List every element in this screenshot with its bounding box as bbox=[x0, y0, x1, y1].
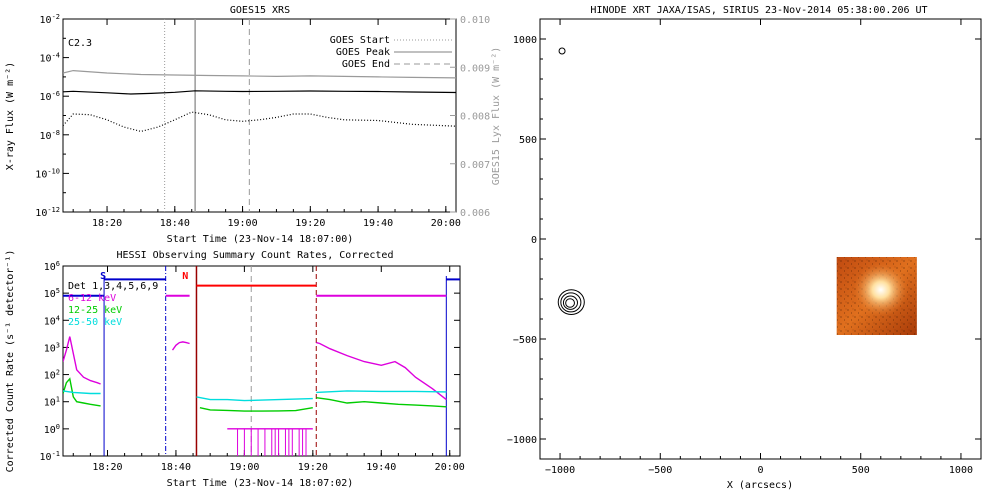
xrt-x-tick-label-0: −1000 bbox=[545, 465, 575, 476]
goes-series bbox=[63, 69, 456, 133]
xrt-y-tick-label-2: 0 bbox=[531, 235, 537, 246]
hessi-y-tick-label-7: 106 bbox=[44, 260, 60, 273]
hessi-plot-frame bbox=[62, 265, 461, 457]
xrt-ticks: −1000 −500 0 500 1000 1000 500 0 −500 −1000 bbox=[507, 19, 981, 476]
hessi-y-tick-label-6: 105 bbox=[44, 287, 60, 300]
hessi-series-7 bbox=[196, 396, 313, 402]
hessi-series-0 bbox=[63, 336, 101, 385]
hessi-y-tick-label-1: 100 bbox=[44, 423, 60, 436]
hessi-x-tick-label-4: 19:40 bbox=[366, 462, 396, 473]
hessi-x-tick-label-0: 18:20 bbox=[92, 462, 122, 473]
xrt-x-tick-label-1: −500 bbox=[648, 465, 672, 476]
xrt-contours bbox=[557, 289, 585, 315]
goes-panel: GOES15 XRS 18:20 18:40 19:00 19:20 19:40 20:0… bbox=[5, 5, 502, 245]
hessi-legend-12-25: 12-25 keV bbox=[68, 305, 122, 316]
goes-y-tick-label-1: 10-10 bbox=[35, 167, 60, 180]
xrt-panel: HINODE XRT JAXA/ISAS, SIRIUS 23-Nov-2014… bbox=[507, 5, 982, 491]
xrt-x-label: X (arcsecs) bbox=[727, 480, 793, 491]
xrt-contour-0 bbox=[565, 298, 575, 308]
goes-x-ticks: 18:20 18:40 19:00 19:20 19:40 20:00 bbox=[72, 19, 461, 229]
hessi-legend-25-50: 25-50 keV bbox=[68, 317, 122, 328]
hessi-series-1 bbox=[171, 341, 190, 351]
goes-series-gray bbox=[63, 69, 456, 79]
hessi-y-tick-label-5: 104 bbox=[44, 314, 60, 327]
hessi-series bbox=[63, 278, 460, 456]
goes-x-tick-label-2: 19:00 bbox=[228, 218, 258, 229]
hessi-series-5 bbox=[316, 397, 447, 408]
hessi-series-6 bbox=[63, 390, 101, 395]
hessi-event-markers bbox=[103, 266, 447, 456]
goes-x-label: Start Time (23-Nov-14 18:07:00) bbox=[167, 234, 354, 245]
goes-y-tick-label-4: 10-4 bbox=[40, 52, 60, 65]
goes-y-ticks: 10-12 10-10 10-8 10-6 10-4 10-2 bbox=[35, 13, 69, 219]
goes-plot-frame bbox=[62, 18, 457, 213]
goes-event-markers bbox=[164, 19, 250, 212]
xrt-y-tick-label-0: 1000 bbox=[513, 35, 537, 46]
hessi-legend-det: Det 1,3,4,5,6,9 bbox=[68, 281, 158, 292]
hessi-series-3 bbox=[63, 377, 101, 407]
xrt-y-tick-label-4: −1000 bbox=[507, 435, 537, 446]
hessi-y-ticks: 10-1 100 101 102 103 104 105 106 bbox=[40, 260, 460, 463]
goes-y-right-label: GOES15 Lyx Flux (W m⁻²) bbox=[491, 47, 502, 185]
xrt-contour-3 bbox=[557, 289, 585, 315]
goes-right-tick-label-3: 0.009 bbox=[460, 63, 490, 74]
goes-right-tick-label-2: 0.008 bbox=[460, 112, 490, 123]
goes-x-tick-label-0: 18:20 bbox=[92, 218, 122, 229]
hessi-panel: HESSI Observing Summary Count Rates, Cor… bbox=[5, 250, 465, 489]
hessi-y-tick-label-3: 102 bbox=[44, 369, 60, 382]
goes-title: GOES15 XRS bbox=[230, 5, 290, 16]
xrt-plot-frame bbox=[539, 18, 982, 460]
goes-x-tick-label-4: 19:40 bbox=[363, 218, 393, 229]
xrt-y-tick-label-1: 500 bbox=[519, 135, 537, 146]
xrt-x-tick-label-2: 0 bbox=[757, 465, 763, 476]
hessi-series-4 bbox=[199, 407, 313, 412]
hessi-x-tick-label-5: 20:00 bbox=[435, 462, 465, 473]
xrt-contour-2 bbox=[560, 292, 582, 313]
goes-legend-start-label: GOES Start bbox=[330, 35, 390, 46]
goes-y-tick-label-5: 10-2 bbox=[40, 13, 60, 26]
hessi-x-label: Start Time (23-Nov-14 18:07:02) bbox=[167, 478, 354, 489]
xrt-x-tick-label-4: 1000 bbox=[949, 465, 973, 476]
xrt-y-tick-label-3: −500 bbox=[513, 335, 537, 346]
hessi-series-2 bbox=[316, 341, 447, 401]
xrt-small-marker bbox=[558, 47, 566, 55]
hessi-y-tick-label-0: 10-1 bbox=[40, 450, 60, 463]
goes-class-label: C2.3 bbox=[68, 38, 92, 49]
hessi-annotation-1: N bbox=[182, 271, 188, 282]
hessi-x-ticks: 18:20 18:40 19:00 19:20 19:40 20:00 bbox=[72, 266, 465, 473]
goes-legend-peak-label: GOES Peak bbox=[336, 47, 390, 58]
hessi-title: HESSI Observing Summary Count Rates, Cor… bbox=[117, 250, 394, 261]
goes-x-tick-label-3: 19:20 bbox=[295, 218, 325, 229]
goes-series-solid bbox=[63, 90, 456, 95]
goes-right-tick-label-1: 0.007 bbox=[460, 160, 490, 171]
goes-right-tick-label-4: 0.010 bbox=[460, 15, 490, 26]
xrt-x-tick-label-3: 500 bbox=[852, 465, 870, 476]
goes-x-tick-label-1: 18:40 bbox=[160, 218, 190, 229]
goes-legend-end-label: GOES End bbox=[342, 59, 390, 70]
goes-y-tick-label-0: 10-12 bbox=[35, 206, 60, 219]
hessi-legend-6-12: 6-12 keV bbox=[68, 293, 116, 304]
hessi-series-8 bbox=[316, 390, 447, 394]
xrt-title: HINODE XRT JAXA/ISAS, SIRIUS 23-Nov-2014… bbox=[590, 5, 927, 16]
hessi-x-tick-label-1: 18:40 bbox=[161, 462, 191, 473]
hessi-x-tick-label-3: 19:20 bbox=[298, 462, 328, 473]
hessi-annotation-0: S bbox=[100, 271, 106, 282]
xrt-contour-1 bbox=[562, 295, 578, 310]
goes-y-tick-label-3: 10-6 bbox=[40, 90, 60, 103]
hessi-y-label: Corrected Count Rate (s⁻¹ detector⁻¹) bbox=[5, 250, 16, 473]
hessi-x-tick-label-2: 19:00 bbox=[229, 462, 259, 473]
hessi-legend: Det 1,3,4,5,6,9 6-12 keV 12-25 keV 25-50… bbox=[68, 281, 158, 328]
goes-legend: GOES Start GOES Peak GOES End bbox=[330, 35, 452, 70]
goes-y-tick-label-2: 10-8 bbox=[40, 129, 60, 142]
goes-x-tick-label-5: 20:00 bbox=[431, 218, 461, 229]
hessi-y-tick-label-2: 101 bbox=[44, 396, 60, 409]
goes-y-label: X-ray Flux (W m⁻²) bbox=[5, 62, 16, 170]
goes-right-tick-label-0: 0.006 bbox=[460, 208, 490, 219]
goes-right-ticks: 0.006 0.007 0.008 0.009 0.010 bbox=[450, 15, 490, 219]
goes-series-dotted bbox=[63, 111, 456, 133]
hessi-y-tick-label-4: 103 bbox=[44, 341, 60, 354]
xrt-bright-source bbox=[836, 257, 917, 335]
